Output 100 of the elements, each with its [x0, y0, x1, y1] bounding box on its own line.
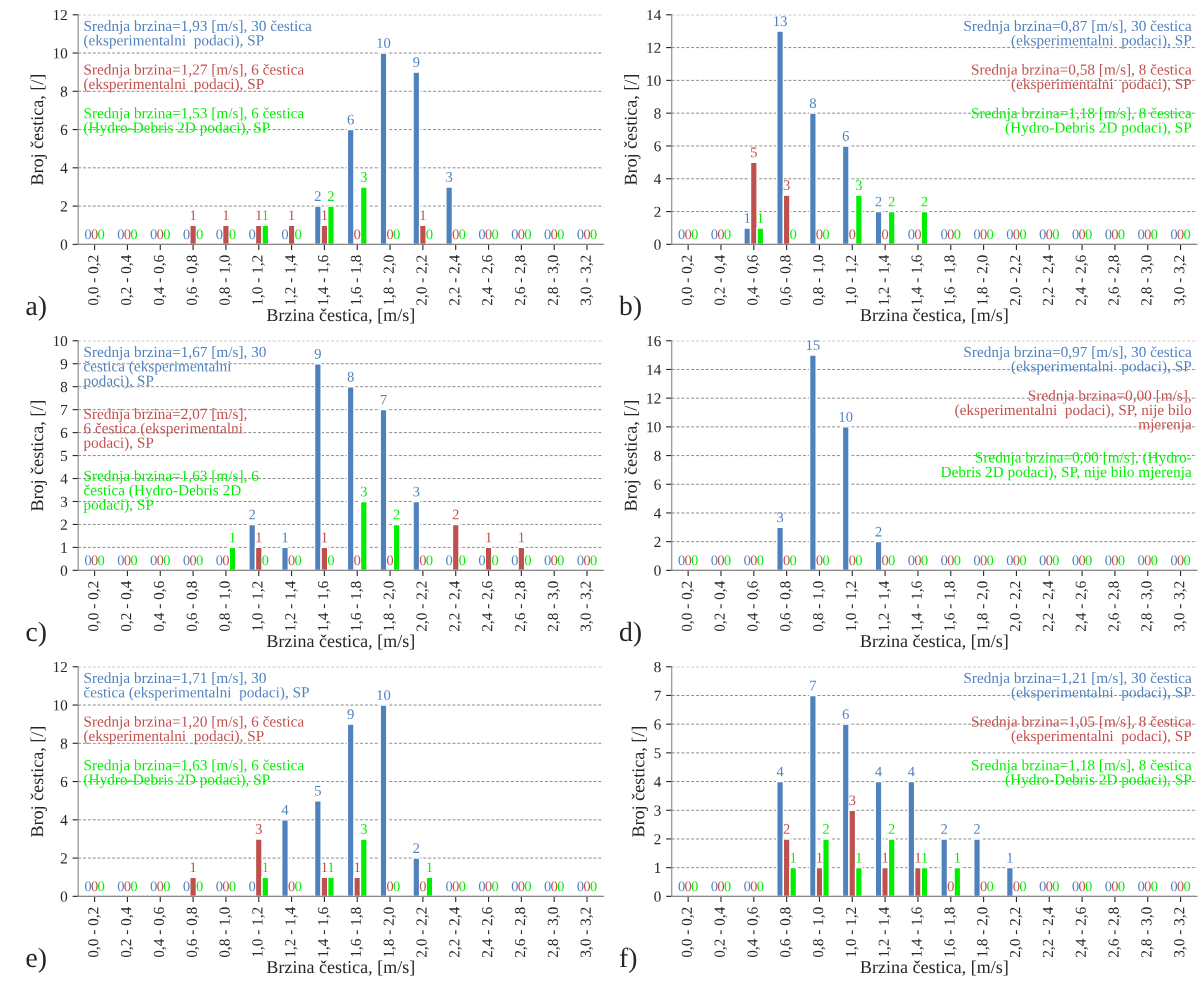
data-label: 1: [230, 532, 236, 543]
data-label: 0: [1151, 229, 1158, 240]
bar: [281, 819, 289, 897]
data-label: 0: [393, 229, 400, 240]
data-label: 0: [354, 229, 361, 240]
data-label: 0: [1184, 881, 1191, 892]
data-label: 3: [360, 486, 367, 497]
data-label: 0: [511, 229, 518, 240]
data-label: 0: [124, 229, 131, 240]
data-label: 0: [91, 229, 98, 240]
data-label: 0: [524, 881, 532, 892]
text: Srednja brzina=0,97 [m/s], 30 čestica (eksperimentalni podaci), SP: [964, 346, 1192, 375]
data-label: 0: [157, 229, 164, 240]
x-tick-label: 1,2 - 1,4: [878, 255, 892, 305]
data-label: 1: [262, 862, 269, 873]
y-tick-label: 2: [654, 536, 661, 547]
data-label: 6: [842, 131, 849, 141]
x-tick-label: 3,0 - 3,2: [1174, 255, 1187, 305]
data-label: 6: [842, 709, 849, 720]
x-tick-label: 0,6 - 0,8: [186, 581, 200, 632]
y-tick-label: 16: [647, 335, 661, 347]
text: Srednja brzina=1,20 [m/s], 6 čestica (eksperimentalni podaci), SP: [84, 715, 304, 745]
x-tick-label: 0,4 - 0,6: [153, 581, 167, 632]
data-label: 0: [1118, 229, 1125, 240]
x-tick-label: 2,6 - 2,8: [1108, 907, 1121, 958]
x-axis-title: Brzina čestica, [m/s]: [860, 308, 1008, 324]
x-tick-label: 2,2 - 2,4: [449, 907, 462, 958]
y-tick-label: 8: [654, 450, 661, 462]
data-label: 1: [817, 852, 823, 863]
data-label: 1: [954, 852, 961, 863]
data-label: 0: [980, 229, 987, 240]
data-label: 7: [380, 394, 387, 405]
data-label: 0: [1006, 555, 1013, 566]
y-tick-label: 12: [647, 393, 661, 404]
data-label: 0: [163, 555, 170, 566]
data-label: 0: [98, 229, 105, 240]
x-tick-label: 1,2 - 1,4: [878, 581, 892, 631]
data-label: 0: [1105, 229, 1112, 240]
data-label: 0: [1118, 881, 1125, 892]
data-label: 0: [1144, 881, 1151, 892]
data-label: 0: [711, 555, 718, 566]
data-label: 0: [419, 881, 426, 892]
data-label: 0: [1105, 555, 1112, 566]
text: Srednja brzina=1,27 [m/s], 6 čestica (eksperimentalni podaci), SP: [84, 63, 304, 93]
data-label: 0: [678, 229, 685, 240]
data-label: 0: [229, 229, 236, 240]
text: Srednja brzina=0,58 [m/s], 8 čestica (eksperimentalni podaci), SP: [972, 63, 1192, 93]
data-label: 2: [888, 824, 895, 834]
data-label: 0: [354, 555, 361, 566]
data-label: 0: [1085, 881, 1092, 892]
data-label: 0: [281, 229, 289, 240]
data-label: 0: [485, 229, 492, 240]
x-tick-label: 2,6 - 2,8: [1108, 255, 1121, 306]
data-label: 0: [1138, 229, 1145, 240]
y-tick-label: 8: [60, 738, 68, 749]
data-label: 4: [908, 766, 915, 777]
data-label: 3: [855, 180, 862, 191]
data-label: 0: [941, 229, 948, 240]
data-label: 0: [157, 881, 164, 892]
x-tick-label: 0,6 - 0,8: [780, 255, 793, 306]
data-label: 1: [758, 213, 764, 223]
data-label: 0: [724, 229, 731, 240]
data-label: 0: [295, 555, 302, 566]
y-tick-label: 10: [53, 700, 68, 711]
x-tick-label: 0,6 - 0,8: [186, 255, 200, 306]
bar: [346, 128, 355, 245]
data-label: 0: [750, 555, 757, 566]
data-label: 4: [281, 805, 289, 815]
x-tick-label: 1,0 - 1,2: [252, 255, 265, 305]
x-axis-title: Brzina čestica, [m/s]: [266, 634, 414, 650]
x-tick-label: 2,0 - 2,2: [1009, 907, 1023, 958]
x-axis-title: Brzina čestica, [m/s]: [860, 960, 1008, 976]
y-tick-label: 12: [647, 42, 661, 53]
x-tick-label: 0,4 - 0,6: [747, 907, 760, 958]
bar: [412, 500, 421, 571]
data-label: 0: [288, 555, 295, 566]
data-label: 0: [386, 881, 394, 892]
data-label: 9: [413, 57, 420, 68]
x-tick-label: 0,4 - 0,6: [747, 255, 760, 306]
data-label: 0: [849, 555, 856, 566]
x-tick-label: 1,6 - 1,8: [350, 907, 364, 957]
bar: [392, 523, 401, 571]
y-tick-label: 6: [654, 479, 661, 490]
data-label: 0: [91, 555, 98, 566]
data-label: 0: [222, 555, 230, 566]
x-tick-label: 1,4 - 1,6: [911, 581, 924, 631]
data-label: 0: [190, 555, 197, 566]
x-axis-title: Brzina čestica, [m/s]: [266, 960, 414, 976]
data-label: 2: [921, 196, 928, 207]
data-label: 0: [150, 555, 157, 566]
data-label: 1: [262, 210, 269, 221]
data-label: 0: [1118, 555, 1125, 566]
text: c): [26, 621, 46, 647]
x-tick-label: 1,0 - 1,2: [252, 581, 265, 631]
data-label: 0: [1046, 555, 1053, 566]
data-label: 0: [557, 555, 564, 566]
x-tick-label: 3,0 - 3,2: [580, 581, 594, 631]
y-tick-label: 6: [654, 719, 661, 730]
data-label: 0: [1177, 229, 1184, 240]
y-axis-title: Broj čestica, [/]: [30, 75, 47, 185]
